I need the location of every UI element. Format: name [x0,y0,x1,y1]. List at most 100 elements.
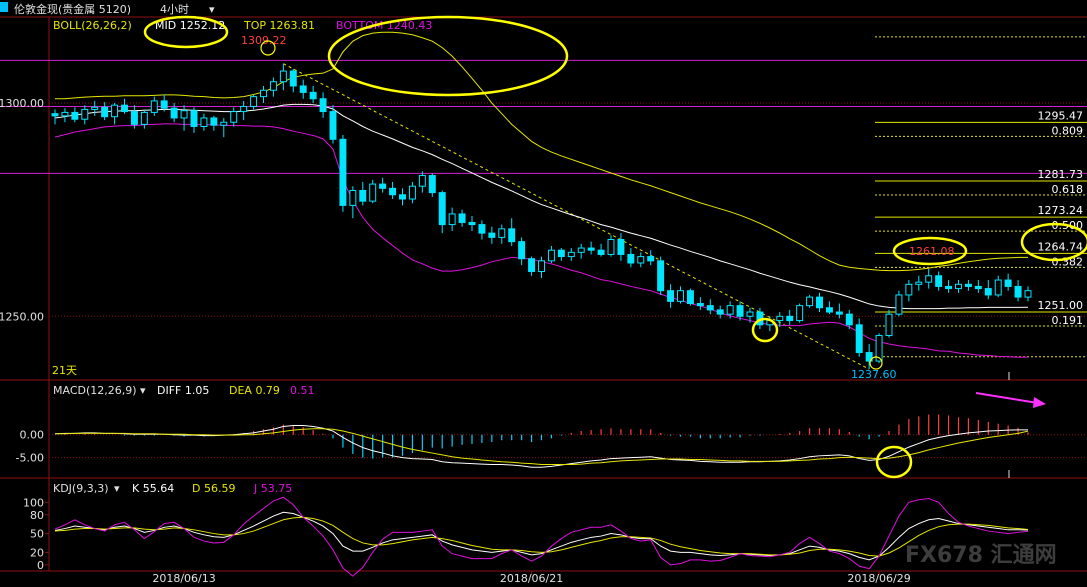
fib-price-label: 1251.00 [1038,299,1084,312]
kdj-k-line [54,511,1029,561]
macd-cross-circle [875,445,913,479]
bottom-highlight-circle [327,15,569,97]
boll-legend-label: BOLL(26,26,2) [53,19,132,32]
candle-body [726,305,734,315]
candle-body [160,100,168,109]
candle-body [825,307,833,313]
fib-price-label: 1295.47 [1038,109,1084,122]
candle-body [706,305,714,311]
candle-body [279,70,287,83]
boll-top-line [55,31,1029,272]
candle-body [508,228,516,243]
candle-body [61,111,69,117]
candle-body [557,249,565,258]
chevron-down-icon[interactable]: ▾ [209,3,215,16]
kdj-legend-label: KDJ(9,3,3) [53,482,109,495]
candle-body [696,302,704,307]
kdj-axis-label: 100 [23,496,44,509]
fib-0382-circle [1020,222,1087,262]
candle-body [855,324,863,354]
candle-body [438,192,446,226]
candle-body [101,106,109,118]
candle-body [309,91,317,100]
candle-body [329,111,337,140]
candle-body [925,275,933,283]
candle-body [319,98,327,113]
chevron-down-icon[interactable]: ▾ [140,384,146,397]
kdj-axis-label: 20 [30,546,44,559]
swing-high-circle [892,236,968,266]
boll-mid-value: MID 1252.12 [155,19,225,32]
macd-legend-label: MACD(12,26,9) [53,384,137,397]
candle-body [428,175,436,194]
candle-body [865,352,873,362]
period-selector[interactable]: 4小时 [160,3,189,16]
date-axis-label: 2018/06/13 [152,572,215,585]
annotation-circles [143,15,1087,479]
candle-body [518,241,526,260]
candle-body [150,100,158,113]
candle-body [945,285,953,290]
candle-body [974,285,982,290]
candle-body [498,228,506,238]
candle-body [121,104,128,113]
candle-body [528,258,536,273]
candle-body [1004,279,1012,287]
candle-body [71,111,79,120]
candle-body [418,175,426,187]
chevron-down-icon[interactable]: ▾ [114,482,120,495]
arrow-icon [975,392,1046,408]
candle-body [538,260,545,273]
candle-body [389,187,397,196]
candle-body [379,183,387,189]
price-axis-label: 1300.00 [0,97,44,110]
macd-axis-label: -5.00 [16,452,44,465]
kdj-d-value: D 56.59 [192,482,235,495]
candle-body [597,249,605,255]
candle-body [746,311,754,317]
candle-body [994,279,1002,296]
candle-body [220,121,228,126]
candle-body [885,313,893,336]
date-axis-label: 2018/06/29 [847,572,910,585]
candle-body [478,224,486,234]
mid-highlight-circle [143,15,229,49]
kdj-axis-label: 50 [30,528,44,541]
macd-hist-value: 0.51 [290,384,315,397]
candle-body [964,283,972,287]
watermark: FX678 汇通网 [905,543,1057,568]
candle-body [140,111,148,125]
fib-price-label: 1273.24 [1038,204,1084,217]
candle-body [81,108,89,120]
days-label: 21天 [52,364,77,377]
boll-bottom-value: BOTTOM 1240.43 [336,19,432,32]
kdj-d-line [54,516,1029,557]
low-marker-circle [869,356,883,370]
macd-dea-line [55,428,1029,466]
candle-body [915,281,923,285]
candle-body [369,183,377,202]
candle-body [677,290,684,302]
candle-body [408,185,416,200]
candle-body [647,256,655,262]
kdj-axis-label: 0 [37,559,44,572]
candle-body [627,253,635,264]
candle-body [111,104,119,118]
candle-body [200,117,208,127]
price-axis-label: 1250.00 [0,310,44,323]
macd-dea-value: DEA 0.79 [229,384,280,397]
candle-body [399,194,406,200]
low-price-label: 1237.60 [851,368,897,381]
candle-body [299,85,307,93]
candle-body [567,251,575,258]
candle-body [170,107,178,119]
fib-ratio-label: 0.618 [1052,183,1084,196]
candle-body [637,256,645,264]
candle-body [955,283,962,290]
candle-body [289,70,297,87]
fib-ratio-label: 0.191 [1052,314,1084,327]
candle-body [230,111,238,123]
candle-body [51,113,59,117]
candle-body [657,260,665,292]
